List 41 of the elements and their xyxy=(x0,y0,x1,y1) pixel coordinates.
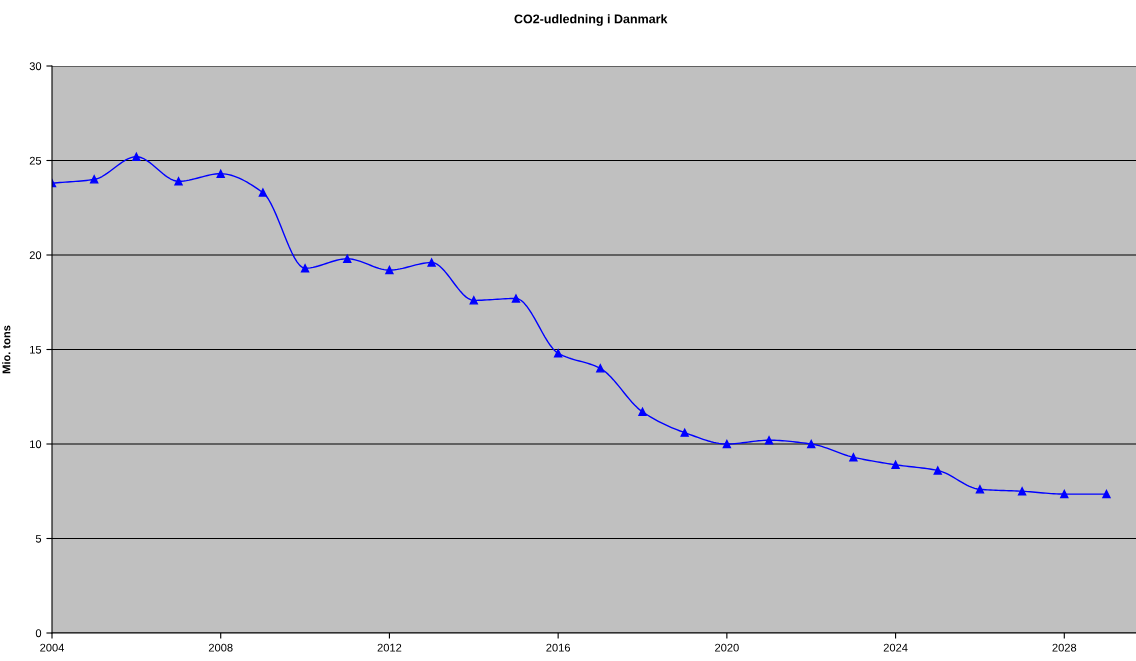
point xyxy=(90,175,99,184)
y-axis-title: Mio. tons xyxy=(2,325,11,374)
point xyxy=(638,407,647,417)
y-tick-label: 30 xyxy=(29,62,42,71)
point xyxy=(807,439,816,449)
point xyxy=(1102,489,1111,499)
chart-title: CO2-udledning i Danmark xyxy=(514,14,668,26)
point xyxy=(975,485,985,494)
x-tick-label: 2012 xyxy=(377,643,402,652)
point xyxy=(258,188,268,197)
point xyxy=(511,294,521,303)
point xyxy=(680,428,689,437)
point xyxy=(933,466,942,475)
point xyxy=(891,460,900,469)
point xyxy=(469,296,478,305)
x-tick-label: 2020 xyxy=(715,643,739,652)
point xyxy=(300,264,310,273)
x-tick-label: 2028 xyxy=(1052,643,1077,652)
y-tick-label: 15 xyxy=(30,345,42,354)
point xyxy=(1017,487,1027,496)
point xyxy=(553,349,563,358)
y-tick-label: 10 xyxy=(30,440,42,449)
x-tick-label: 2016 xyxy=(546,643,571,652)
point xyxy=(343,254,352,263)
point xyxy=(132,152,141,161)
y-tick-label: 25 xyxy=(29,156,42,165)
y-tick-label: 20 xyxy=(29,251,42,260)
point xyxy=(174,177,183,186)
x-tick-label: 2008 xyxy=(208,643,233,652)
y-tick-label: 5 xyxy=(35,534,42,543)
point xyxy=(596,364,605,373)
point xyxy=(764,436,774,445)
point xyxy=(427,258,436,267)
x-tick-label: 2004 xyxy=(40,643,65,652)
y-tick-label: 0 xyxy=(35,629,42,638)
point xyxy=(722,439,732,449)
point xyxy=(1060,489,1069,499)
point xyxy=(216,169,225,178)
point xyxy=(385,265,394,275)
x-tick-label: 2024 xyxy=(883,643,908,652)
point xyxy=(849,453,858,462)
